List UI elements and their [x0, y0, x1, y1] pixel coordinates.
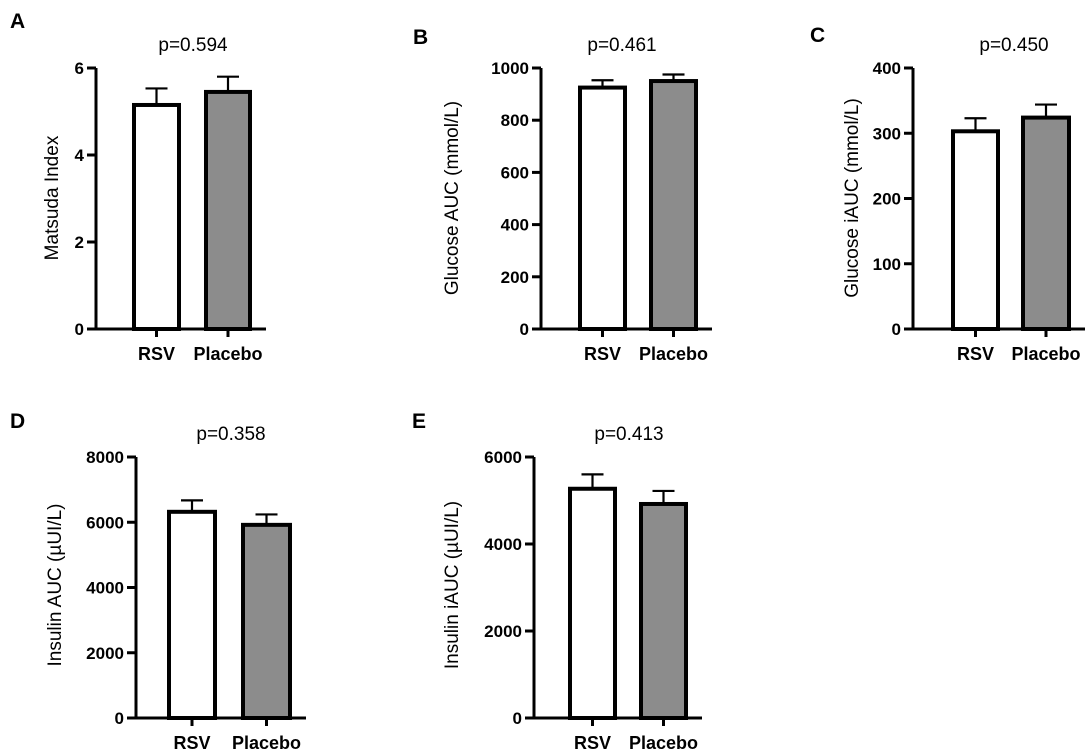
y-tick-label: 6: [75, 59, 84, 78]
y-tick-label: 400: [501, 216, 529, 235]
p-value-label: p=0.413: [594, 424, 663, 445]
y-tick-label: 200: [873, 190, 901, 209]
y-tick-label: 6000: [484, 448, 522, 467]
panel-label: A: [10, 10, 25, 33]
bar-placebo: [649, 79, 698, 331]
y-tick-label: 4000: [484, 535, 522, 554]
y-tick-label: 0: [892, 320, 901, 339]
bar-placebo: [1021, 115, 1071, 331]
p-value-label: p=0.450: [979, 35, 1048, 56]
panel-label: C: [810, 24, 825, 47]
panel-e: Ep=0.413 Insulin iAUC (µUI/L) 0 2000 4000 600…: [412, 410, 702, 750]
bar-rsv: [951, 129, 1000, 331]
y-axis-title: Glucose iAUC (mmol/L): [842, 98, 863, 298]
panel-a: Ap=0.594 Matsuda Index 0 2 4 6 RSV Placebo: [10, 10, 266, 364]
bar-rsv: [578, 85, 627, 331]
y-tick-label: 600: [501, 163, 529, 182]
x-tick-label: Placebo: [1011, 344, 1080, 364]
y-tick-label: 0: [520, 320, 529, 339]
x-tick-label: RSV: [574, 733, 611, 750]
y-tick-label: 2000: [484, 622, 522, 641]
y-tick-label: 8000: [86, 448, 124, 467]
panel-d: Dp=0.358 Insulin AUC (µUI/L) 0 2000 4000 6000…: [10, 410, 306, 750]
x-tick-label: Placebo: [629, 733, 698, 750]
bar-rsv: [568, 486, 617, 720]
panel-label: D: [10, 410, 25, 433]
x-tick-label: Placebo: [232, 733, 301, 750]
x-tick-label: RSV: [173, 733, 210, 750]
y-tick-label: 4: [75, 146, 85, 165]
y-tick-label: 1000: [491, 59, 529, 78]
panel-label: E: [412, 410, 426, 433]
panel-label: B: [413, 26, 428, 49]
bar-placebo: [204, 89, 252, 331]
y-tick-label: 800: [501, 111, 529, 130]
y-tick-label: 2: [75, 233, 84, 252]
y-axis-title: Insulin iAUC (µUI/L): [442, 501, 463, 669]
y-axis-title: Glucose AUC (mmol/L): [442, 101, 463, 295]
bar-rsv: [132, 102, 181, 331]
y-tick-label: 300: [873, 124, 901, 143]
p-value-label: p=0.358: [196, 424, 265, 445]
bar-placebo: [639, 501, 688, 721]
y-tick-label: 0: [115, 709, 124, 728]
x-tick-label: RSV: [138, 344, 175, 364]
x-tick-label: Placebo: [193, 344, 262, 364]
y-tick-label: 2000: [86, 644, 124, 663]
x-tick-label: Placebo: [639, 344, 708, 364]
y-axis-title: Matsuda Index: [42, 135, 63, 260]
y-tick-label: 200: [501, 268, 529, 287]
y-tick-label: 4000: [86, 579, 124, 598]
y-tick-label: 0: [513, 709, 522, 728]
y-tick-label: 6000: [86, 513, 124, 532]
p-value-label: p=0.594: [158, 35, 228, 56]
bar-placebo: [241, 522, 292, 720]
p-value-label: p=0.461: [587, 35, 656, 56]
y-tick-label: 400: [873, 59, 901, 78]
y-tick-label: 0: [75, 320, 84, 339]
y-tick-label: 100: [873, 255, 901, 274]
x-tick-label: RSV: [584, 344, 621, 364]
bar-rsv: [167, 509, 217, 720]
x-tick-label: RSV: [957, 344, 994, 364]
y-axis-title: Insulin AUC (µUI/L): [45, 504, 66, 667]
